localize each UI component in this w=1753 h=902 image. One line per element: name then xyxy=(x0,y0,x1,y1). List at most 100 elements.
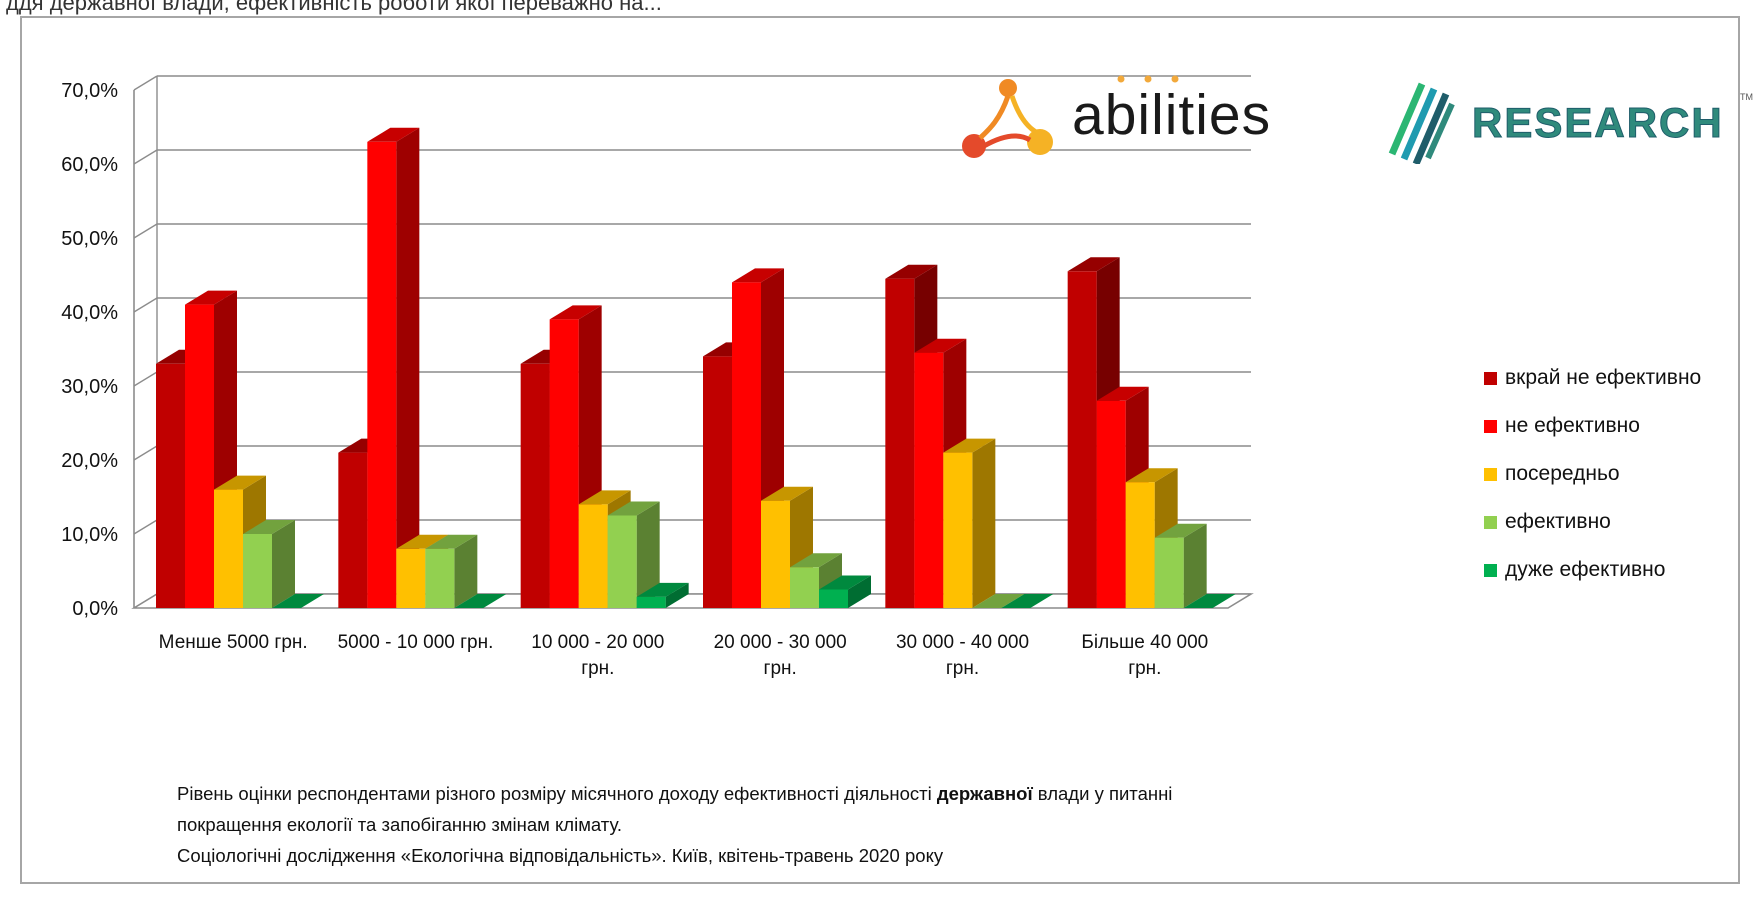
bar xyxy=(1096,400,1126,608)
bar-chart: 0,0% 10,0% 20,0% 30,0% 40,0% 50,0% 60,0% 70,0% М… xyxy=(61,75,1254,679)
chart-frame: 0,0% 10,0% 20,0% 30,0% 40,0% 50,0% 60,0% 70,0% М… xyxy=(20,16,1753,884)
bar-top xyxy=(396,534,449,549)
bar xyxy=(214,489,243,608)
axis-tick xyxy=(133,445,158,461)
x-tick-label: 5000 - 10 000 грн. xyxy=(338,632,494,653)
bar xyxy=(732,282,761,608)
bar xyxy=(338,452,368,608)
bar-top xyxy=(1067,257,1120,272)
x-tick-label: грн. xyxy=(1128,658,1161,679)
bar xyxy=(819,589,848,608)
bar-top xyxy=(885,264,938,279)
bar xyxy=(761,500,790,608)
abilities-logo-icon xyxy=(962,79,1053,158)
bar xyxy=(549,319,579,608)
bar xyxy=(636,596,666,608)
caption-line-2: покращення екології та запобіганню зміна… xyxy=(177,814,623,835)
bar-top xyxy=(636,582,689,597)
axis-tick xyxy=(133,297,158,313)
legend-swatch xyxy=(1484,515,1497,529)
bar-top xyxy=(185,290,237,305)
legend-item: дуже ефективно xyxy=(1484,546,1701,594)
bar xyxy=(1067,271,1097,608)
legend-label: не ефективно xyxy=(1505,414,1640,437)
bar xyxy=(156,363,185,608)
y-tick-label: 50,0% xyxy=(61,228,118,250)
axis-tick xyxy=(133,371,158,387)
axis-tick xyxy=(133,75,158,91)
x-tick-label: 30 000 - 40 000 xyxy=(896,632,1029,653)
legend-item: посередньо xyxy=(1484,450,1701,498)
x-tick-label: 20 000 - 30 000 xyxy=(714,632,847,653)
bar xyxy=(703,356,732,608)
axis-tick xyxy=(133,223,158,239)
legend-item: ефективно xyxy=(1484,498,1701,546)
y-tick-label: 60,0% xyxy=(61,154,118,176)
trademark-mark: TM xyxy=(1740,92,1753,102)
bar xyxy=(914,352,944,608)
x-tick-label: грн. xyxy=(581,658,614,679)
bar-side xyxy=(636,501,660,608)
research-logo-icon xyxy=(1388,82,1455,164)
legend-item: не ефективно xyxy=(1484,402,1701,450)
bar-side xyxy=(848,575,871,608)
x-tick-label: грн. xyxy=(946,658,979,679)
axis-tick xyxy=(133,149,158,165)
bar-top xyxy=(243,520,295,534)
research-logo-text: RESEARCH xyxy=(1472,99,1724,147)
bar-side xyxy=(454,534,478,608)
bar-top xyxy=(272,594,324,608)
chart-caption: Рівень оцінки респондентами різного розм… xyxy=(177,778,1172,871)
logos: abilities RESEARCH TM xyxy=(960,74,1753,184)
bar xyxy=(367,141,397,609)
bar-top xyxy=(943,438,996,453)
bar xyxy=(607,515,637,608)
legend-label: дуже ефективно xyxy=(1505,558,1666,581)
bar xyxy=(1125,482,1155,608)
axis-tick xyxy=(133,519,158,535)
bar-side xyxy=(1183,523,1207,608)
bar-top xyxy=(914,338,967,353)
legend-swatch xyxy=(1484,467,1497,481)
x-tick-label: Менше 5000 грн. xyxy=(159,632,308,653)
y-tick-label: 30,0% xyxy=(61,376,118,398)
bar xyxy=(425,548,455,608)
bar-top xyxy=(819,575,871,590)
bar xyxy=(185,304,214,608)
bar-side xyxy=(972,438,996,608)
bar xyxy=(520,363,550,608)
legend-swatch xyxy=(1484,563,1497,577)
y-tick-label: 10,0% xyxy=(61,524,118,546)
bar-top xyxy=(1154,523,1207,538)
bar xyxy=(885,278,915,608)
bar-top xyxy=(761,486,813,501)
legend-label: ефективно xyxy=(1505,510,1611,533)
bar-top xyxy=(1183,594,1236,608)
bar-top xyxy=(1125,468,1178,483)
bar-top xyxy=(578,490,631,505)
bar xyxy=(243,534,272,608)
bar-top xyxy=(1096,386,1149,401)
bar-top xyxy=(1001,594,1054,608)
abilities-logo-text: abilities xyxy=(1072,83,1272,147)
y-tick-label: 70,0% xyxy=(61,80,118,102)
legend-swatch xyxy=(1484,419,1497,433)
bar-top xyxy=(607,501,660,516)
caption-line-3: Соціологічні дослідження «Екологічна від… xyxy=(177,845,944,866)
bar-top xyxy=(549,305,602,320)
x-tick-label: 10 000 - 20 000 xyxy=(531,632,664,653)
bar xyxy=(578,504,608,608)
bar-top xyxy=(367,127,420,142)
bar-side xyxy=(665,582,689,608)
bar xyxy=(790,567,819,608)
x-tick-label: Більше 40 000 xyxy=(1081,632,1208,653)
y-tick-label: 40,0% xyxy=(61,302,118,324)
bar-top xyxy=(454,594,507,608)
bar xyxy=(396,548,426,608)
bar-side xyxy=(272,520,295,608)
legend-label: посередньо xyxy=(1505,462,1620,485)
x-tick-label: грн. xyxy=(764,658,797,679)
legend-label: вкрай не ефективно xyxy=(1505,366,1702,389)
bar-side xyxy=(396,127,420,609)
y-tick-label: 20,0% xyxy=(61,450,118,472)
